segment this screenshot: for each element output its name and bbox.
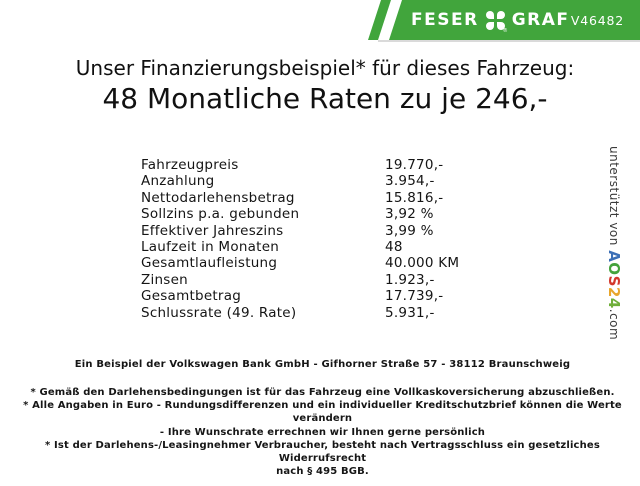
header-bar: FESER ® GRAF V46482 [389,0,640,40]
row-label: Schlussrate (49. Rate) [141,304,297,321]
row-label: Laufzeit in Monaten [141,239,280,256]
feser-graf-logo: FESER ® GRAF [411,10,570,34]
row-label: Gesamtbetrag [141,288,242,305]
bank-example-line: Ein Beispiel der Volkswagen Bank GmbH - … [74,359,571,370]
financing-example-title: Unser Finanzierungsbeispiel* für dieses … [75,56,575,80]
aos24-logo: AOS24 [605,250,623,309]
aos24-letter: A [605,250,623,263]
registered-mark: ® [502,27,508,34]
row-value: 3,99 % [385,222,434,239]
row-label: Effektiver Jahreszins [141,222,284,239]
finance-table: Fahrzeugpreis 19.770,- Anzahlung 3.954,- N… [141,157,459,321]
disclaimer-line: * Alle Angaben in Euro - Rundungsdiffere… [23,400,622,425]
vehicle-id: V46482 [570,12,624,28]
aos24-letter: 2 [605,286,623,298]
row-label: Anzahlung [141,173,215,190]
aos24-letter: S [605,275,623,287]
row-label: Gesamtlaufleistung [141,255,278,272]
disclaimer-line: - Ihre Wunschrate errechnen wir Ihnen ge… [159,426,486,438]
brand-right-text: GRAF [511,10,570,30]
disclaimer-line: nach § 495 BGB. [276,466,369,478]
sponsor-suffix: .com [607,308,621,341]
row-label: Sollzins p.a. gebunden [141,206,300,223]
clover-icon: ® [485,10,508,34]
row-value: 5.931,- [385,304,435,321]
row-label: Zinsen [141,271,188,288]
aos24-letter: O [605,262,623,276]
header-underline [378,40,640,42]
title-block: Unser Finanzierungsbeispiel* für dieses … [0,56,640,115]
header-accent-sliver [368,0,391,40]
row-value: 48 [385,239,403,256]
row-value: 17.739,- [385,288,444,305]
row-label: Fahrzeugpreis [141,157,239,173]
row-value: 40.000 KM [385,255,460,272]
disclaimer-block: * Gemäß den Darlehensbedingungen ist für… [10,386,635,478]
sponsor-vertical-text: unterstützt von AOS24.com [605,146,623,486]
row-value: 1.923,- [385,271,435,288]
brand-left-text: FESER [411,10,479,30]
row-value: 3.954,- [385,173,435,190]
disclaimer-line: * Ist der Darlehens-/Leasingnehmer Verbr… [45,439,600,465]
sponsor-prefix: unterstützt von [607,146,621,251]
row-label: Nettodarlehensbetrag [141,189,295,206]
row-value: 3,92 % [385,206,434,223]
disclaimer-line: * Gemäß den Darlehensbedingungen ist für… [30,387,615,398]
row-value: 15.816,- [385,189,444,206]
monthly-rate-title: 48 Monatliche Raten zu je 246,- [102,82,548,115]
aos24-letter: 4 [605,297,623,309]
row-value: 19.770,- [385,157,444,173]
